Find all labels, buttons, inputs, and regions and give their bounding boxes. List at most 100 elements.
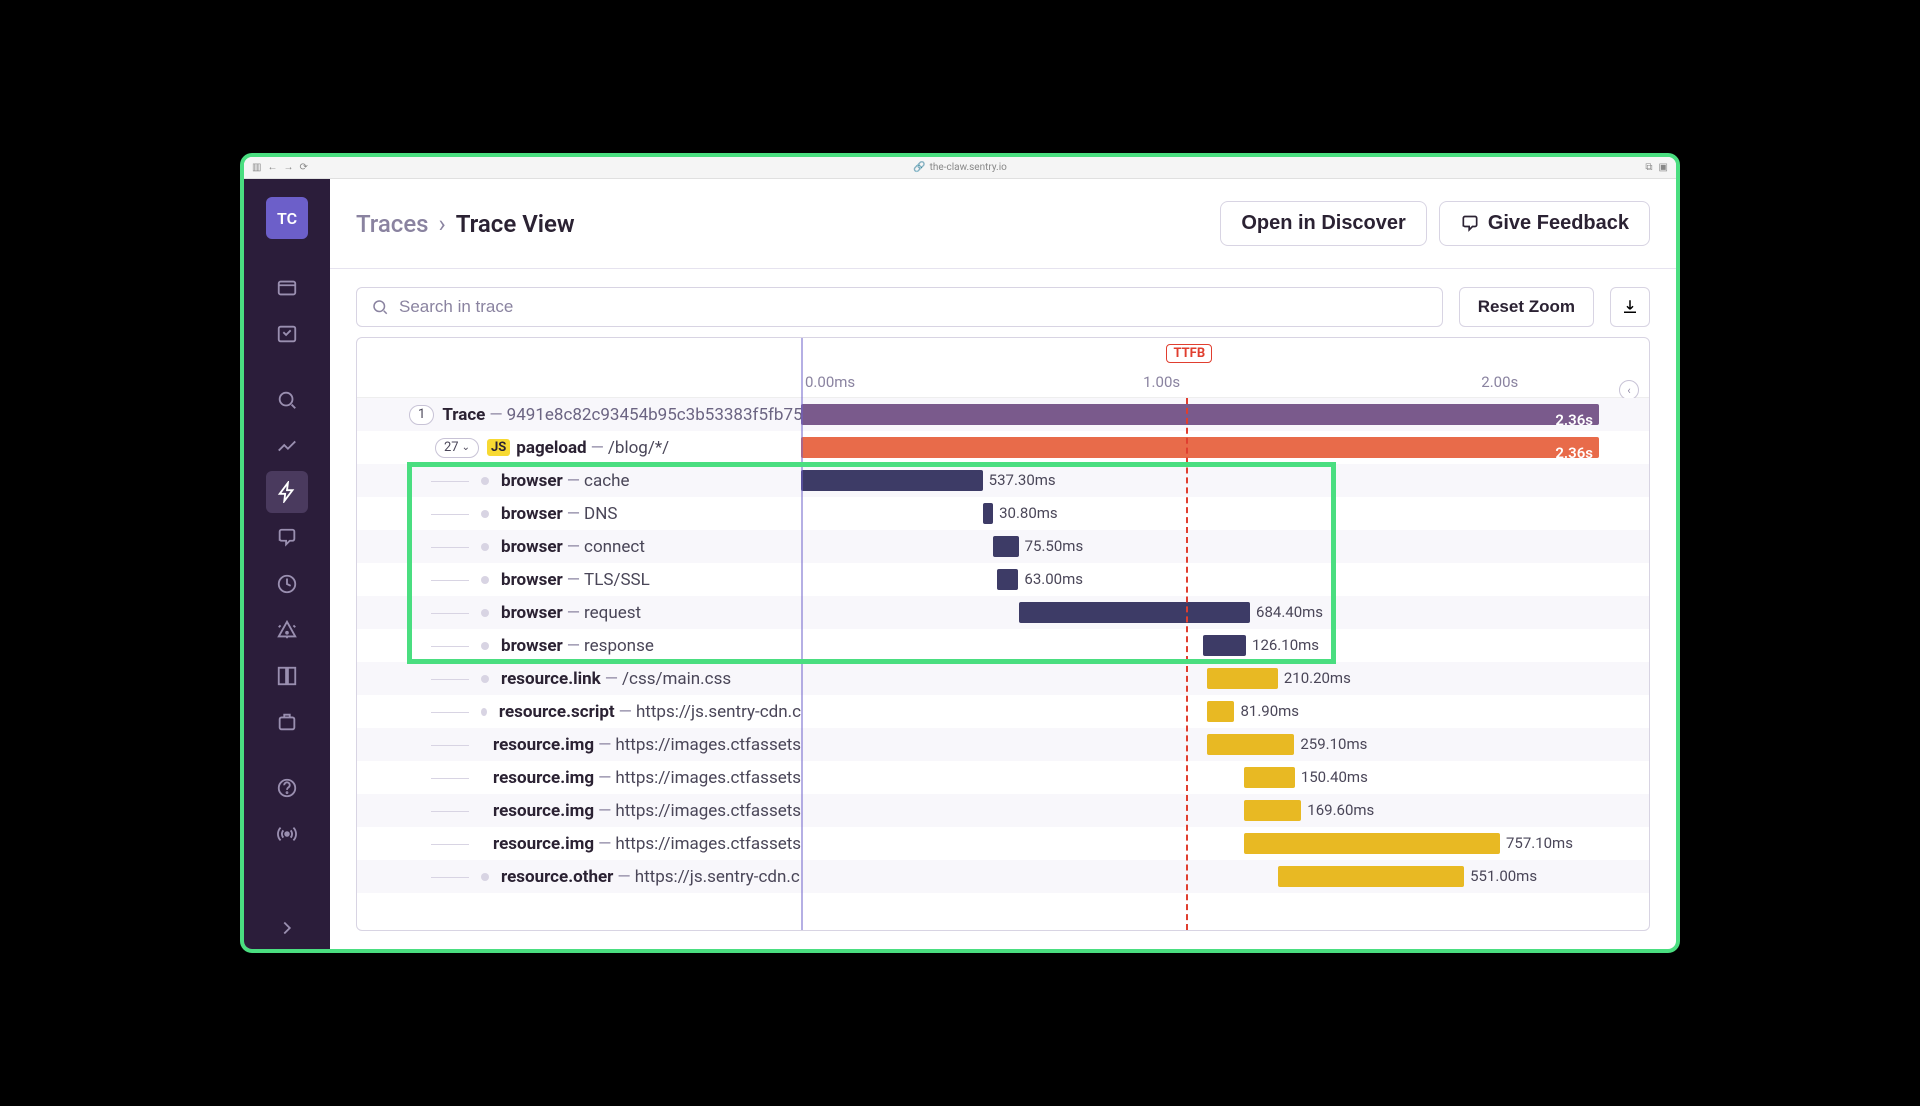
sidebar-item-feedback[interactable]	[266, 517, 308, 559]
span-bar[interactable]	[993, 536, 1019, 557]
axis-tick: 1.00s	[1143, 373, 1180, 391]
span-label: pageload—/blog/*/	[516, 438, 669, 458]
sidebar-item-insights[interactable]	[266, 425, 308, 467]
time-axis: 0.00ms1.00s2.00sTTFB‹	[357, 338, 1649, 398]
trace-row[interactable]: resource.script—https://js.sentry-cdn.c8…	[357, 695, 1649, 728]
span-label: browser—connect	[501, 537, 645, 557]
breadcrumb-traces[interactable]: Traces	[356, 210, 429, 238]
sidebar-item-search[interactable]	[266, 379, 308, 421]
trace-row[interactable]: browser—response 126.10ms	[357, 629, 1649, 662]
org-avatar[interactable]: TC	[266, 197, 308, 239]
sidebar-item-projects[interactable]	[266, 267, 308, 309]
sidebar-toggle-icon[interactable]: ▥	[252, 162, 261, 173]
span-bar[interactable]	[983, 503, 993, 524]
trace-row[interactable]: resource.other—https://js.sentry-cdn.c 55…	[357, 860, 1649, 893]
span-bar[interactable]	[1019, 602, 1250, 623]
child-count-badge[interactable]: 27⌄	[435, 438, 479, 458]
span-duration: 259.10ms	[1300, 735, 1367, 753]
span-duration: 551.00ms	[1470, 867, 1537, 885]
back-icon[interactable]: ←	[267, 162, 277, 173]
trace-row[interactable]: 27⌄ JS pageload—/blog/*/ 2.36s	[357, 431, 1649, 464]
trace-row[interactable]: 1Trace—9491e8c82c93454b95c3b53383f5fb752…	[357, 398, 1649, 431]
span-bar[interactable]	[1207, 734, 1295, 755]
span-duration: 169.60ms	[1307, 801, 1374, 819]
open-in-discover-button[interactable]: Open in Discover	[1220, 201, 1427, 246]
tree-dot-icon	[481, 609, 489, 617]
sidebar-item-dashboards[interactable]	[266, 655, 308, 697]
span-duration: 210.20ms	[1284, 669, 1351, 687]
trace-row[interactable]: browser—cache 537.30ms	[357, 464, 1649, 497]
span-label: browser—DNS	[501, 504, 617, 524]
span-label: resource.other—https://js.sentry-cdn.c	[501, 867, 800, 887]
span-bar[interactable]	[1278, 866, 1464, 887]
chevron-right-icon: ›	[439, 210, 446, 238]
span-duration: 2.36s	[1555, 411, 1593, 429]
ttfb-line	[1186, 398, 1188, 930]
span-duration: 126.10ms	[1252, 636, 1319, 654]
span-bar[interactable]	[997, 569, 1018, 590]
sidebar: TC	[244, 179, 330, 949]
span-label: resource.img—https://images.ctfassets	[493, 768, 801, 788]
span-bar[interactable]: 2.36s	[801, 437, 1599, 458]
span-bar[interactable]	[1244, 767, 1295, 788]
share-icon[interactable]: ⧉	[1645, 162, 1652, 173]
span-bar[interactable]	[801, 470, 983, 491]
span-bar[interactable]	[1244, 833, 1500, 854]
span-bar[interactable]	[1207, 668, 1278, 689]
tree-dot-icon	[481, 675, 489, 683]
give-feedback-button[interactable]: Give Feedback	[1439, 201, 1650, 246]
tree-divider[interactable]	[801, 338, 803, 930]
trace-row[interactable]: browser—TLS/SSL 63.00ms	[357, 563, 1649, 596]
span-label: browser—response	[501, 636, 654, 656]
span-duration: 757.10ms	[1506, 834, 1573, 852]
sidebar-collapse[interactable]	[266, 907, 308, 949]
tree-dot-icon	[481, 642, 489, 650]
trace-row[interactable]: browser—request684.40ms	[357, 596, 1649, 629]
download-button[interactable]	[1610, 287, 1650, 327]
axis-tick: 2.00s	[1481, 373, 1518, 391]
reset-zoom-button[interactable]: Reset Zoom	[1459, 287, 1594, 327]
trace-row[interactable]: resource.img—https://images.ctfassets 259…	[357, 728, 1649, 761]
span-label: resource.img—https://images.ctfassets	[493, 834, 801, 854]
span-label: browser—cache	[501, 471, 629, 491]
download-icon	[1621, 298, 1639, 316]
trace-row[interactable]: browser—DNS30.80ms	[357, 497, 1649, 530]
search-input-wrap[interactable]	[356, 287, 1443, 327]
ttfb-badge: TTFB	[1166, 344, 1212, 363]
span-bar[interactable]	[1244, 800, 1301, 821]
search-input[interactable]	[399, 297, 1428, 317]
tree-dot-icon	[481, 543, 489, 551]
collapse-panel-icon[interactable]: ‹	[1619, 380, 1639, 400]
trace-row[interactable]: resource.img—https://images.ctfassets 757…	[357, 827, 1649, 860]
span-duration: 81.90ms	[1240, 702, 1299, 720]
span-bar[interactable]	[1203, 635, 1246, 656]
child-count-badge[interactable]: 1	[409, 405, 434, 425]
span-bar[interactable]: 2.36s	[801, 404, 1599, 425]
tree-dot-icon	[481, 477, 489, 485]
reload-icon[interactable]: ⟳	[299, 162, 307, 173]
link-icon: 🔗	[913, 162, 925, 173]
tree-dot-icon	[481, 510, 489, 518]
tree-dot-icon	[481, 873, 489, 881]
span-duration: 537.30ms	[989, 471, 1056, 489]
sidebar-item-releases[interactable]	[266, 701, 308, 743]
span-label: browser—TLS/SSL	[501, 570, 650, 590]
sidebar-item-broadcast[interactable]	[266, 813, 308, 855]
span-label: resource.img—https://images.ctfassets	[493, 735, 801, 755]
sidebar-item-issues[interactable]	[266, 313, 308, 355]
trace-row[interactable]: resource.img—https://images.ctfassets150…	[357, 761, 1649, 794]
span-duration: 2.36s	[1555, 444, 1593, 462]
sidebar-item-alerts[interactable]	[266, 609, 308, 651]
span-duration: 63.00ms	[1024, 570, 1083, 588]
forward-icon[interactable]: →	[283, 162, 293, 173]
trace-row[interactable]: resource.img—https://images.ctfassets 169…	[357, 794, 1649, 827]
js-badge: JS	[487, 439, 510, 456]
sidebar-item-performance[interactable]	[266, 471, 308, 513]
sidebar-item-help[interactable]	[266, 767, 308, 809]
trace-row[interactable]: browser—connect75.50ms	[357, 530, 1649, 563]
span-bar[interactable]	[1207, 701, 1235, 722]
sidebar-item-replays[interactable]	[266, 563, 308, 605]
trace-row[interactable]: resource.link—/css/main.css210.20ms	[357, 662, 1649, 695]
span-label: resource.img—https://images.ctfassets	[493, 801, 801, 821]
tabs-icon[interactable]: ▣	[1659, 162, 1668, 173]
